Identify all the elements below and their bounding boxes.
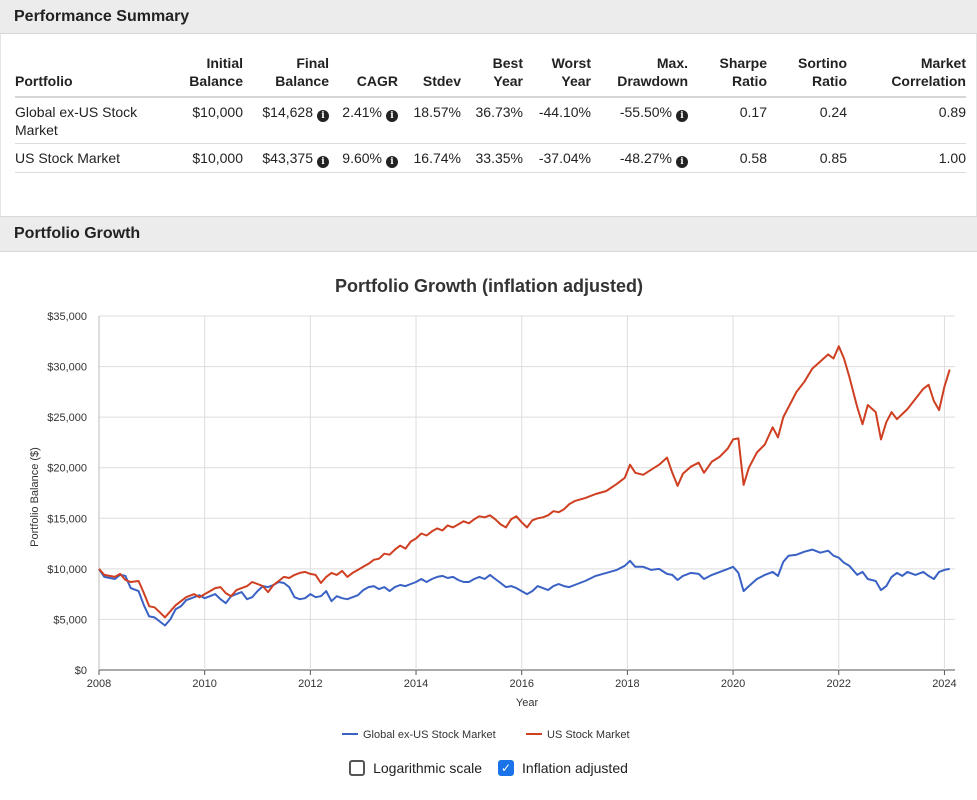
growth-chart: Portfolio Growth (inflation adjusted) $0… xyxy=(29,276,957,741)
inflation-adjusted-label: Inflation adjusted xyxy=(522,760,628,776)
chart-title: Portfolio Growth (inflation adjusted) xyxy=(335,276,643,296)
y-tick-label: $5,000 xyxy=(53,614,87,626)
x-tick-label: 2010 xyxy=(192,678,216,690)
correlation-value: 0.89 xyxy=(847,97,966,144)
log-scale-toggle[interactable]: Logarithmic scale xyxy=(349,760,482,776)
x-tick-label: 2016 xyxy=(509,678,533,690)
panel-gap xyxy=(0,200,977,216)
x-tick-label: 2020 xyxy=(721,678,745,690)
x-tick-label: 2024 xyxy=(932,678,956,690)
col-best-year: Best Year xyxy=(461,50,523,98)
final-balance: $14,628 i xyxy=(243,97,329,144)
table-header-row: Portfolio Initial Balance Final Balance CA… xyxy=(15,50,966,98)
table-row: Global ex-US Stock Market $10,000 $14,62… xyxy=(15,97,966,144)
stdev-value: 18.57% xyxy=(398,97,461,144)
info-circle-icon[interactable]: i xyxy=(386,110,398,122)
cagr-value: 2.41% i xyxy=(329,97,398,144)
cagr-value: 9.60% i xyxy=(329,143,398,173)
y-tick-label: $20,000 xyxy=(47,463,87,475)
series-line-global-ex-us xyxy=(98,548,950,627)
worst-year-value: -37.04% xyxy=(523,143,591,173)
y-axis-label: Portfolio Balance ($) xyxy=(29,447,41,547)
col-stdev: Stdev xyxy=(398,50,461,98)
y-tick-label: $15,000 xyxy=(47,513,87,525)
growth-chart-area: Portfolio Growth (inflation adjusted) $0… xyxy=(0,252,977,800)
info-circle-icon[interactable]: i xyxy=(386,156,398,168)
col-worst-year: Worst Year xyxy=(523,50,591,98)
y-tick-label: $30,000 xyxy=(47,362,87,374)
series-line-us-stock-market xyxy=(98,345,951,619)
max-drawdown-value: -48.27% i xyxy=(591,143,688,173)
x-tick-label: 2008 xyxy=(87,678,111,690)
chart-options: Logarithmic scale ✓ Inflation adjusted xyxy=(0,760,977,776)
best-year-value: 33.35% xyxy=(461,143,523,173)
info-circle-icon[interactable]: i xyxy=(317,110,329,122)
sortino-value: 0.24 xyxy=(767,97,847,144)
worst-year-value: -44.10% xyxy=(523,97,591,144)
col-final-balance: Final Balance xyxy=(243,50,329,98)
portfolio-name: US Stock Market xyxy=(15,143,169,173)
correlation-value: 1.00 xyxy=(847,143,966,173)
portfolio-name: Global ex-US Stock Market xyxy=(15,97,169,144)
initial-balance: $10,000 xyxy=(169,97,243,144)
x-tick-label: 2014 xyxy=(404,678,428,690)
col-sortino-ratio: Sortino Ratio xyxy=(767,50,847,98)
stdev-value: 16.74% xyxy=(398,143,461,173)
info-circle-icon[interactable]: i xyxy=(676,156,688,168)
x-tick-label: 2022 xyxy=(827,678,851,690)
log-scale-checkbox[interactable] xyxy=(349,760,366,776)
y-tick-label: $0 xyxy=(75,665,87,677)
col-max-drawdown: Max. Drawdown xyxy=(591,50,688,98)
sortino-value: 0.85 xyxy=(767,143,847,173)
col-sharpe-ratio: Sharpe Ratio xyxy=(688,50,767,98)
inflation-adjusted-checkbox[interactable]: ✓ xyxy=(498,760,515,776)
info-circle-icon[interactable]: i xyxy=(317,156,329,168)
col-initial-balance: Initial Balance xyxy=(169,50,243,98)
col-cagr: CAGR xyxy=(329,50,398,98)
final-balance: $43,375 i xyxy=(243,143,329,173)
initial-balance: $10,000 xyxy=(169,143,243,173)
x-tick-label: 2012 xyxy=(298,678,322,690)
performance-summary-title: Performance Summary xyxy=(14,7,190,25)
max-drawdown-value: -55.50% i xyxy=(591,97,688,144)
col-market-correlation: Market Correlation xyxy=(847,50,966,98)
portfolio-growth-header: Portfolio Growth xyxy=(0,216,977,252)
y-tick-label: $10,000 xyxy=(47,564,87,576)
legend-label: US Stock Market xyxy=(547,729,630,741)
x-axis-label: Year xyxy=(516,697,539,709)
y-tick-label: $35,000 xyxy=(47,311,87,323)
table-row: US Stock Market $10,000 $43,375 i 9.60% i … xyxy=(15,143,966,173)
performance-summary-header: Performance Summary xyxy=(0,0,977,34)
col-portfolio: Portfolio xyxy=(15,50,169,98)
portfolio-growth-title: Portfolio Growth xyxy=(14,225,141,242)
sharpe-value: 0.58 xyxy=(688,143,767,173)
log-scale-label: Logarithmic scale xyxy=(373,760,483,776)
inflation-adjusted-toggle[interactable]: ✓ Inflation adjusted xyxy=(498,760,628,776)
performance-table: Portfolio Initial Balance Final Balance CA… xyxy=(15,50,966,173)
sharpe-value: 0.17 xyxy=(688,97,767,144)
performance-summary-panel: Portfolio Initial Balance Final Balance CA… xyxy=(0,34,977,200)
legend-label: Global ex-US Stock Market xyxy=(363,729,496,741)
best-year-value: 36.73% xyxy=(461,97,523,144)
x-tick-label: 2018 xyxy=(615,678,639,690)
y-tick-label: $25,000 xyxy=(47,412,87,424)
info-circle-icon[interactable]: i xyxy=(676,110,688,122)
